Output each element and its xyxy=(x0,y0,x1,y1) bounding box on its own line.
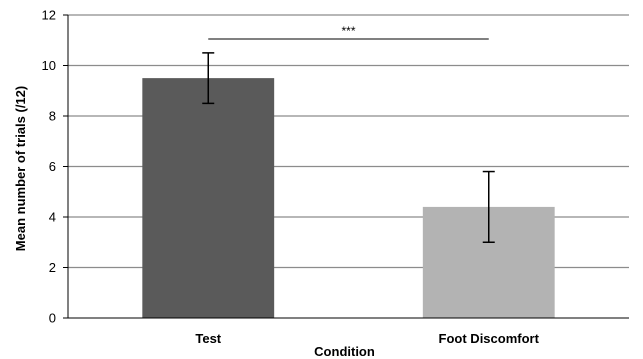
y-tick-label: 6 xyxy=(49,159,56,174)
y-tick-label: 2 xyxy=(49,260,56,275)
error-bars xyxy=(202,52,495,243)
y-axis-ticks: 0 2 4 6 8 10 12 xyxy=(42,8,68,326)
category-labels: Test Foot Discomfort xyxy=(195,331,539,346)
y-tick-label: 8 xyxy=(49,109,56,124)
significance-annotation: *** xyxy=(208,24,489,40)
x-axis-title: Condition xyxy=(314,344,375,359)
category-label: Test xyxy=(195,331,221,346)
y-tick-label: 12 xyxy=(42,8,56,23)
y-tick-label: 0 xyxy=(49,311,56,326)
y-axis-title: Mean number of trials (/12) xyxy=(13,86,28,251)
bars xyxy=(142,78,555,318)
y-tick-label: 10 xyxy=(42,58,56,73)
bar-test xyxy=(142,78,275,318)
significance-label: *** xyxy=(341,24,355,38)
category-label: Foot Discomfort xyxy=(439,331,540,346)
y-tick-label: 4 xyxy=(49,210,56,225)
